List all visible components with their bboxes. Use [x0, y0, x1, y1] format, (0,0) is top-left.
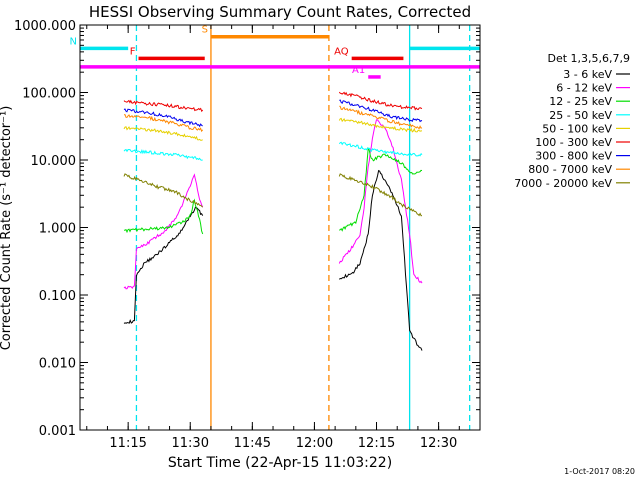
status-bar-label-0: N	[70, 36, 77, 47]
footer-timestamp: 1-Oct-2017 08:20	[564, 467, 635, 476]
status-bar-label-3: AQ	[334, 46, 349, 57]
series-line-4-0	[123, 126, 203, 141]
chart-title: HESSI Observing Summary Count Rates, Cor…	[89, 3, 471, 21]
series-line-2-0	[123, 198, 204, 235]
y-axis-label: Corrected Count Rate (s⁻¹ detector⁻¹)	[0, 106, 14, 351]
status-bar-label-1: S	[202, 25, 208, 36]
series-line-3-0	[123, 148, 203, 161]
series-line-0-1	[338, 169, 423, 351]
x-tick-label-0: 11:15	[109, 436, 146, 451]
legend-label-0: 3 - 6 keV	[563, 68, 612, 81]
legend-label-3: 25 - 50 keV	[549, 109, 612, 122]
y-tick-label-5: 0.010	[39, 357, 76, 372]
y-tick-label-3: 1.000	[39, 222, 76, 237]
y-axis: 1000.000 100.000 10.000 1.000 0.100 0.010 0.00…	[14, 19, 480, 439]
x-axis-label: Start Time (22-Apr-15 11:03:22)	[168, 455, 392, 471]
y-tick-label-6: 0.001	[39, 424, 76, 439]
series-line-7-0	[123, 114, 204, 133]
x-tick-label-4: 12:15	[358, 436, 395, 451]
legend-label-6: 300 - 800 keV	[535, 150, 612, 163]
legend-label-5: 100 - 300 keV	[535, 136, 612, 149]
series-line-8-1	[338, 173, 423, 217]
x-tick-label-5: 12:30	[420, 436, 457, 451]
series-line-6-1	[339, 99, 423, 123]
legend-label-2: 12 - 25 keV	[549, 95, 612, 108]
x-tick-label-2: 11:45	[234, 436, 271, 451]
series-line-7-1	[339, 105, 423, 130]
legend-title: Det 1,3,5,6,7,9	[547, 52, 630, 65]
series-line-6-0	[123, 108, 203, 128]
series-line-4-1	[338, 117, 422, 133]
legend-label-7: 800 - 7000 keV	[528, 163, 612, 176]
status-bar-label-5: A1	[352, 65, 365, 76]
series-line-2-1	[339, 146, 423, 232]
y-tick-label-0: 1000.000	[14, 19, 76, 34]
legend-label-8: 7000 - 20000 keV	[514, 177, 612, 190]
plot-frame	[79, 24, 481, 431]
series-line-1-0	[123, 173, 204, 290]
y-tick-label-1: 100.000	[22, 87, 76, 102]
series-line-3-1	[338, 141, 423, 157]
series-line-8-0	[123, 173, 204, 208]
legend-label-1: 6 - 12 keV	[556, 82, 612, 95]
y-tick-label-4: 0.100	[39, 289, 76, 304]
y-tick-label-2: 10.000	[31, 154, 77, 169]
x-tick-label-1: 11:30	[172, 436, 209, 451]
series-line-1-1	[338, 119, 423, 284]
series-line-5-0	[123, 99, 204, 113]
series-line-5-1	[338, 91, 423, 111]
status-bar-label-2: F	[130, 46, 136, 57]
x-tick-label-3: 12:00	[296, 436, 333, 451]
x-axis: 11:15 11:30 11:45 12:00 12:15 12:30	[86, 25, 481, 451]
legend-label-4: 50 - 100 keV	[542, 122, 612, 135]
